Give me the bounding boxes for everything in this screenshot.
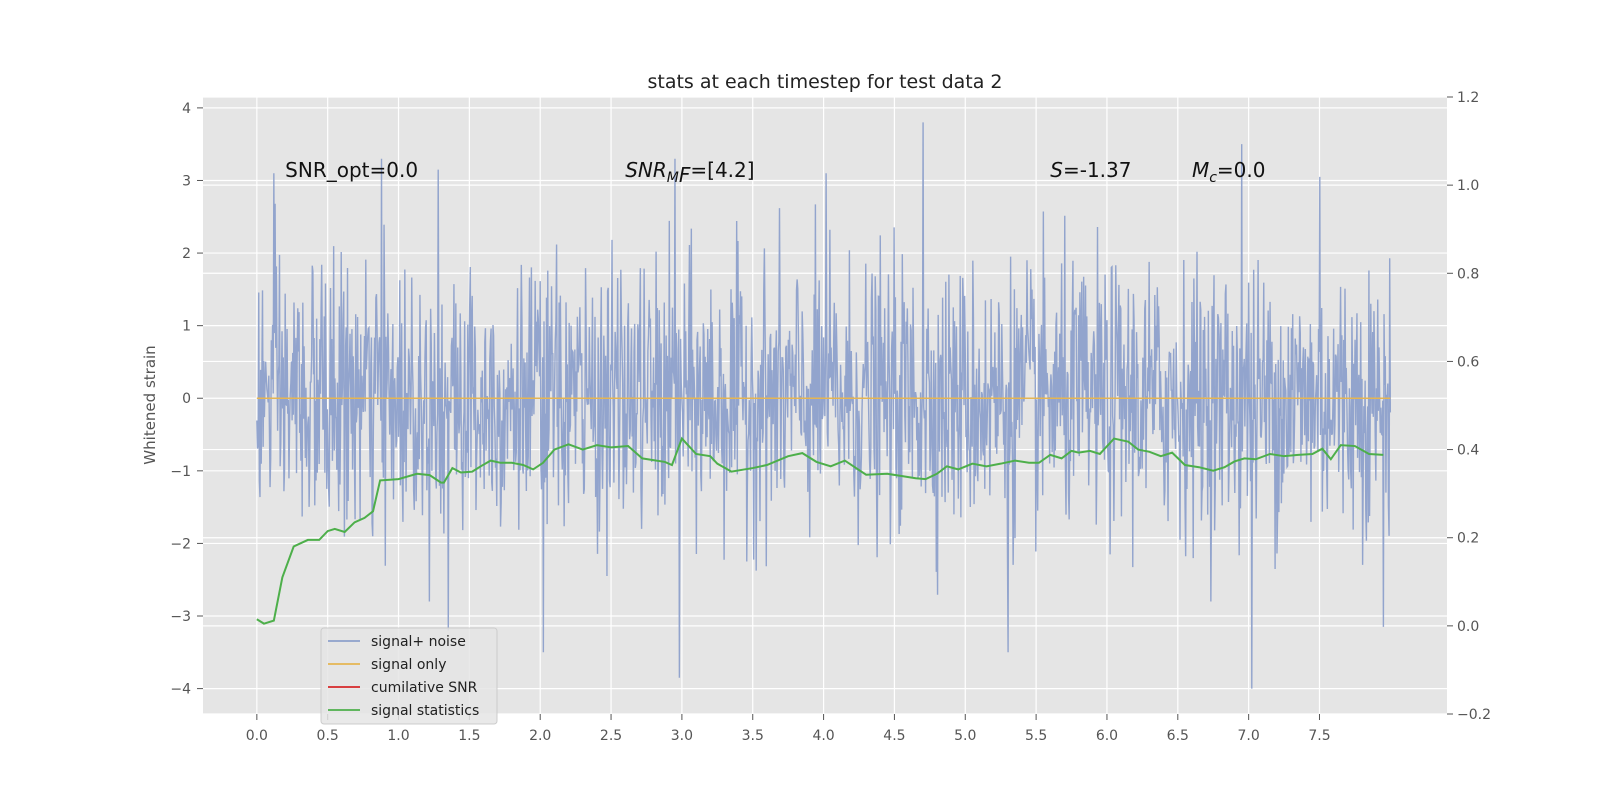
x-tick-label: 4.0 [812,728,834,744]
y-tick-label: 1 [182,319,191,335]
axes: 0.0 0.5 1.0 1.5 2.0 2.5 3.0 3.5 4.0 4.5 5.0 5.5 6.0 6… [170,90,1491,744]
chart-title: stats at each timestep for test data 2 [647,71,1002,93]
x-tick-label: 7.0 [1238,728,1260,744]
grid [203,96,1447,715]
y2-tick-label: 0.4 [1457,443,1479,459]
x-tick-label: 0.5 [317,728,339,744]
x-tick-label: 6.5 [1167,728,1189,744]
annotations: SNR_opt=0.0 SNRMF=[4.2] S=-1.37 Mc=0.0 [285,158,1265,187]
y-tick-label: 2 [182,246,191,262]
annotation: S=-1.37 [1050,158,1131,182]
x-tick-label: 3.0 [671,728,693,744]
x-tick-label: 5.0 [954,728,976,744]
y2-tick-label: −0.2 [1457,707,1491,723]
x-tick-label: 4.5 [883,728,905,744]
y2-tick-label: 0.0 [1457,619,1479,635]
legend: signal+ noise signal only cumilative SNR si… [320,627,498,725]
y2-tick-label: 0.2 [1457,531,1479,547]
y2-tick-label: 1.2 [1457,90,1479,106]
x-tick-label: 3.5 [742,728,764,744]
x-tick-label: 5.5 [1025,728,1047,744]
legend-label: signal+ noise [371,634,466,650]
x-tick-label: 2.5 [600,728,622,744]
y-tick-label: −4 [170,682,191,698]
y-tick-label: −1 [170,464,191,480]
y2-tick-label: 0.8 [1457,266,1479,282]
legend-label: cumilative SNR [371,680,478,696]
x-tick-label: 1.0 [387,728,409,744]
y-tick-label: −3 [170,609,191,625]
x-tick-label: 6.0 [1096,728,1118,744]
y2-tick-label: 0.6 [1457,354,1479,370]
x-tick-label: 1.5 [458,728,480,744]
x-tick-label: 2.0 [529,728,551,744]
legend-box [320,627,498,725]
data-layer [256,122,1392,689]
annotation: SNR_opt=0.0 [285,158,418,182]
x-tick-label: 0.0 [246,728,268,744]
y-tick-label: 4 [182,101,191,117]
y2-tick-label: 1.0 [1457,178,1479,194]
y-axis-label: Whitened strain [141,345,159,464]
series-signal-noise [256,122,1392,689]
legend-label: signal statistics [371,703,479,719]
annotation: Mc=0.0 [1192,158,1266,186]
series-signal-statistics [256,436,1384,625]
annotation: SNRMF=[4.2] [625,158,754,187]
y-tick-label: 0 [182,391,191,407]
legend-label: signal only [371,657,446,673]
x-tick-label: 7.5 [1308,728,1330,744]
y-tick-label: −2 [170,536,191,552]
y-tick-label: 3 [182,173,191,189]
